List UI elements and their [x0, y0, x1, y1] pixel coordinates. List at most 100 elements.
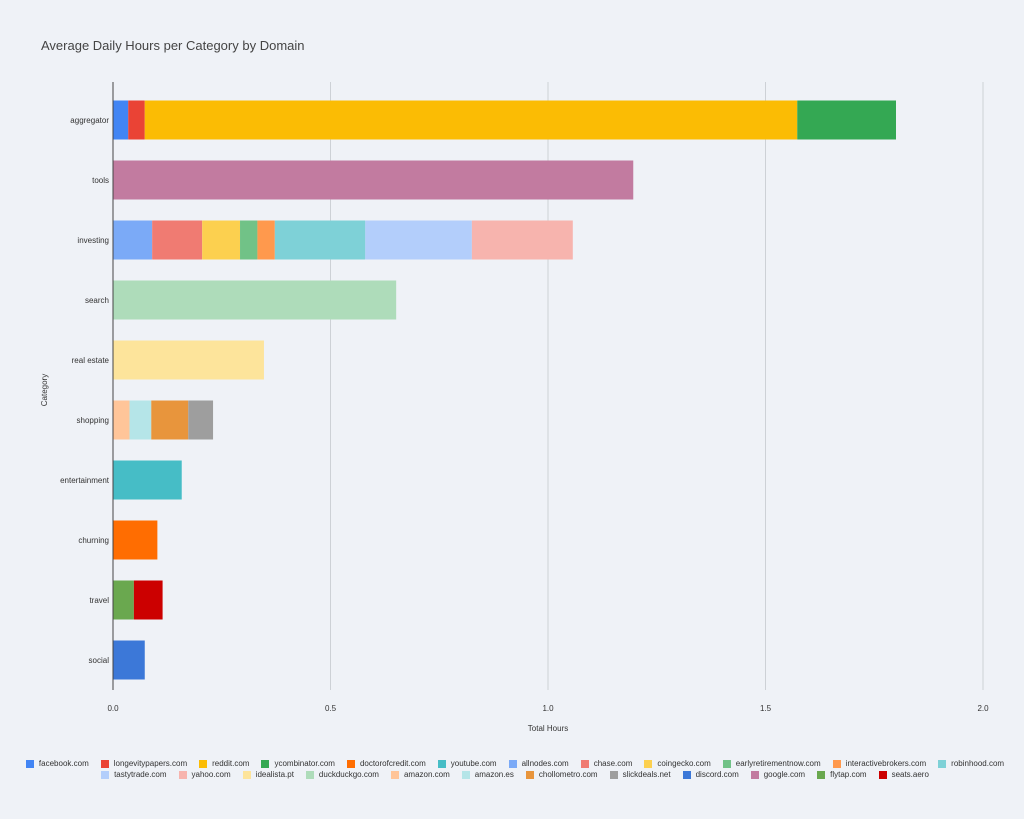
- bar-segment: [274, 220, 366, 260]
- y-tick-label: aggregator: [70, 116, 109, 125]
- y-tick-label: travel: [89, 596, 109, 605]
- x-tick-label: 0.5: [325, 704, 337, 713]
- x-tick-label: 1.5: [760, 704, 772, 713]
- bar-segment: [365, 220, 472, 260]
- legend-label: youtube.com: [450, 759, 497, 768]
- legend-item: coingecko.com: [644, 758, 711, 769]
- legend-item: youtube.com: [437, 758, 497, 769]
- legend-label: yahoo.com: [191, 770, 231, 779]
- legend-swatch: [101, 770, 110, 779]
- legend-swatch: [750, 770, 759, 779]
- bar-segment: [113, 580, 134, 620]
- y-axis-label: Category: [40, 374, 49, 406]
- legend-item: allnodes.com: [508, 758, 569, 769]
- bar-segment: [113, 520, 158, 560]
- legend-swatch: [461, 770, 470, 779]
- bar-segment: [113, 400, 130, 440]
- legend-swatch: [305, 770, 314, 779]
- bar-segment: [113, 220, 153, 260]
- legend: facebook.com longevitypapers.com reddit.co…: [20, 758, 1010, 780]
- bar-segment: [113, 160, 634, 200]
- legend-label: google.com: [763, 770, 806, 779]
- legend-swatch: [508, 759, 517, 768]
- legend-label: reddit.com: [212, 759, 250, 768]
- legend-label: coingecko.com: [657, 759, 711, 768]
- legend-item: facebook.com: [25, 758, 89, 769]
- legend-label: ycombinator.com: [274, 759, 335, 768]
- legend-swatch: [178, 770, 187, 779]
- bar-segment: [471, 220, 573, 260]
- bar-segment: [240, 220, 258, 260]
- legend-label: discord.com: [695, 770, 739, 779]
- legend-label: robinhood.com: [951, 759, 1005, 768]
- legend-row: tastytrade.com yahoo.com idealista.pt duckd…: [20, 769, 1010, 780]
- bar-segment: [151, 400, 189, 440]
- bar-segment: [129, 400, 152, 440]
- legend-swatch: [437, 759, 446, 768]
- legend-label: interactivebrokers.com: [845, 759, 927, 768]
- legend-label: duckduckgo.com: [318, 770, 379, 779]
- legend-swatch: [832, 759, 841, 768]
- legend-item: idealista.pt: [242, 769, 294, 780]
- bar-segment: [113, 100, 129, 140]
- legend-item: google.com: [750, 769, 806, 780]
- bar-segment: [128, 100, 145, 140]
- legend-swatch: [261, 759, 270, 768]
- legend-swatch: [644, 759, 653, 768]
- y-tick-label: tools: [92, 176, 109, 185]
- legend-label: seats.aero: [891, 770, 929, 779]
- legend-swatch: [609, 770, 618, 779]
- legend-item: amazon.es: [461, 769, 514, 780]
- legend-item: tastytrade.com: [101, 769, 167, 780]
- legend-swatch: [722, 759, 731, 768]
- bar-segment: [202, 220, 241, 260]
- legend-swatch: [817, 770, 826, 779]
- bar-segment: [113, 340, 264, 380]
- legend-label: longevitypapers.com: [113, 759, 188, 768]
- x-tick-label: 1.0: [542, 704, 554, 713]
- legend-label: flytap.com: [830, 770, 867, 779]
- x-tick-label: 2.0: [977, 704, 989, 713]
- legend-label: chase.com: [593, 759, 633, 768]
- legend-item: longevitypapers.com: [100, 758, 188, 769]
- legend-label: amazon.es: [474, 770, 514, 779]
- legend-swatch: [878, 770, 887, 779]
- legend-item: ycombinator.com: [261, 758, 335, 769]
- bar-segment: [133, 580, 163, 620]
- legend-swatch: [100, 759, 109, 768]
- legend-item: reddit.com: [199, 758, 249, 769]
- chart-title: Average Daily Hours per Category by Doma…: [41, 38, 305, 53]
- legend-item: doctorofcredit.com: [346, 758, 426, 769]
- legend-swatch: [390, 770, 399, 779]
- legend-row: facebook.com longevitypapers.com reddit.co…: [20, 758, 1010, 769]
- legend-label: chollometro.com: [538, 770, 598, 779]
- bar-segment: [257, 220, 275, 260]
- bar-segment: [113, 280, 397, 320]
- legend-swatch: [525, 770, 534, 779]
- legend-swatch: [682, 770, 691, 779]
- bar-segment: [797, 100, 896, 140]
- legend-item: discord.com: [682, 769, 739, 780]
- legend-item: earlyretirementnow.com: [722, 758, 821, 769]
- y-tick-label: shopping: [77, 416, 109, 425]
- legend-item: yahoo.com: [178, 769, 231, 780]
- legend-label: slickdeals.net: [622, 770, 671, 779]
- legend-label: amazon.com: [403, 770, 450, 779]
- legend-swatch: [25, 759, 34, 768]
- legend-item: flytap.com: [817, 769, 867, 780]
- y-tick-label: social: [89, 656, 110, 665]
- legend-label: earlyretirementnow.com: [735, 759, 821, 768]
- legend-label: facebook.com: [38, 759, 89, 768]
- legend-label: idealista.pt: [255, 770, 294, 779]
- legend-item: amazon.com: [390, 769, 450, 780]
- bar-segment: [144, 100, 798, 140]
- bar-segment: [113, 460, 182, 500]
- bar-segment: [152, 220, 203, 260]
- y-tick-label: real estate: [72, 356, 110, 365]
- legend-swatch: [938, 759, 947, 768]
- legend-item: robinhood.com: [938, 758, 1004, 769]
- legend-swatch: [580, 759, 589, 768]
- legend-label: doctorofcredit.com: [359, 759, 426, 768]
- legend-item: slickdeals.net: [609, 769, 671, 780]
